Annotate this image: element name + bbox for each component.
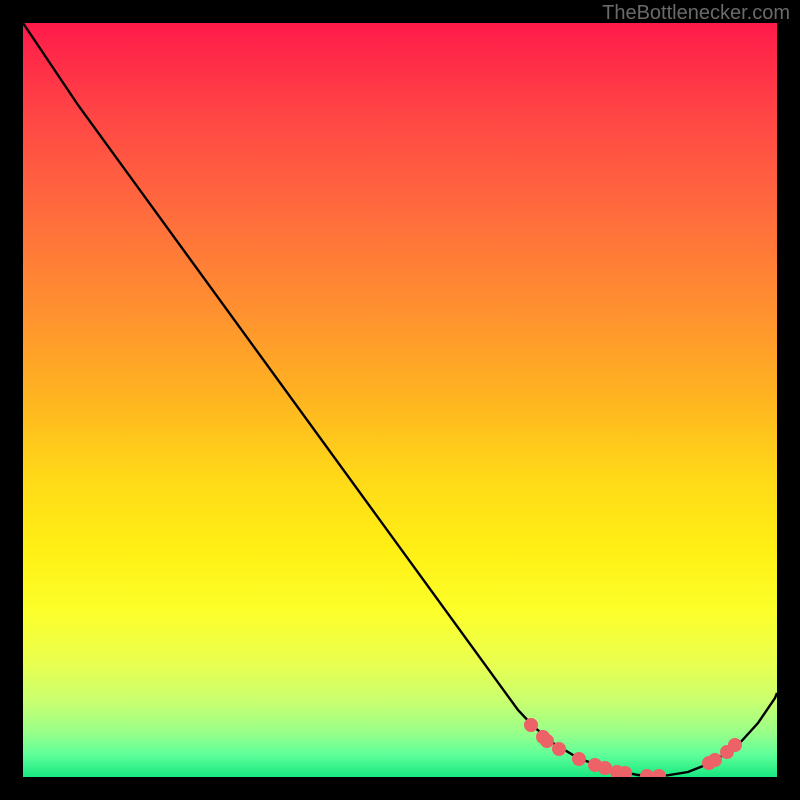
gradient-background [23,23,777,777]
attribution-text: TheBottlenecker.com [602,2,790,25]
plot-area [23,23,777,777]
